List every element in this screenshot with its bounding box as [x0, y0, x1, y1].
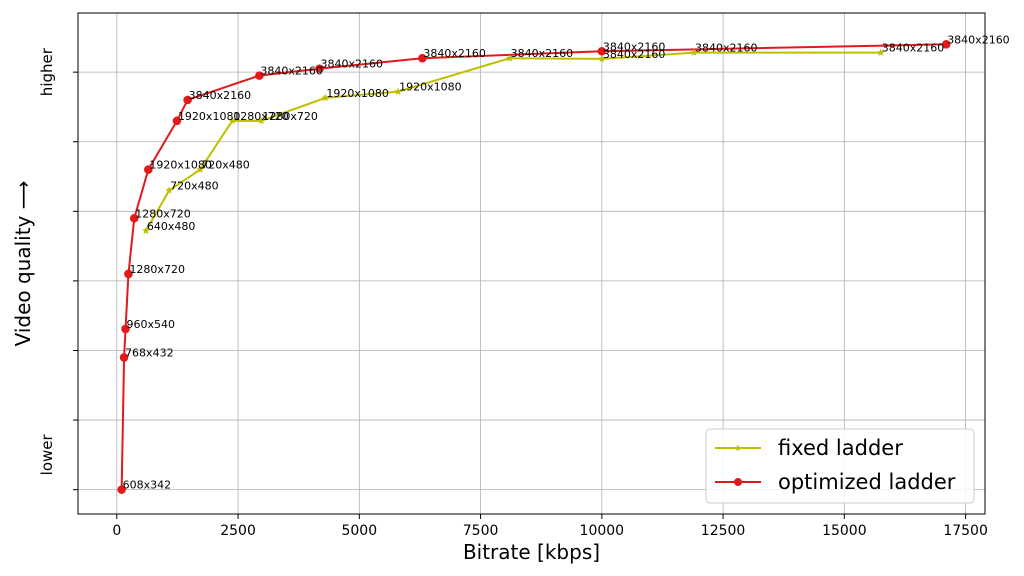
data-point: [144, 165, 153, 174]
data-point: [394, 87, 403, 95]
data-label: 3840x2160: [260, 65, 323, 78]
point-labels: 640x480720x480720x4801280x7201280x720192…: [123, 33, 1010, 491]
x-axis-label: Bitrate [kbps]: [463, 540, 600, 564]
data-label: 720x480: [201, 159, 250, 172]
grid-lines: [78, 13, 985, 514]
data-label: 3840x2160: [321, 58, 384, 71]
legend-label-optimized: optimized ladder: [778, 470, 956, 494]
data-point: [228, 116, 237, 125]
data-point: [597, 54, 606, 63]
data-point: [172, 116, 182, 126]
data-point: [129, 213, 139, 223]
y-axis-label: Video quality ⟶: [11, 181, 35, 347]
data-point: [124, 269, 133, 279]
data-label: 1280x720: [233, 110, 289, 123]
y-low-label: lower: [38, 434, 56, 476]
data-point: [321, 93, 330, 102]
data-point: [505, 54, 514, 62]
data-point: [690, 48, 698, 57]
plot-frame: [77, 12, 986, 515]
data-label: 1280x720: [129, 263, 185, 276]
data-point: [196, 165, 205, 173]
data-point: [418, 53, 427, 63]
x-tick-label: 12500: [701, 523, 746, 539]
data-point: [315, 64, 324, 73]
data-point: [183, 95, 192, 105]
x-tick-label: 15000: [822, 523, 867, 539]
y-high-label: higher: [38, 47, 56, 96]
legend-marker-fixed: [734, 444, 742, 451]
legend: fixed ladder optimized ladder: [705, 428, 975, 504]
data-label: 3840x2160: [189, 89, 252, 102]
legend-label-fixed: fixed ladder: [778, 436, 903, 460]
data-label: 3840x2160: [882, 42, 945, 55]
data-label: 3840x2160: [603, 48, 666, 61]
data-label: 608x342: [123, 479, 172, 492]
data-point: [165, 186, 174, 194]
data-label: 1920x1080: [149, 159, 212, 172]
data-label: 3840x2160: [423, 47, 486, 60]
x-tick-label: 10000: [580, 523, 625, 539]
data-point: [121, 324, 130, 334]
data-point: [117, 485, 126, 494]
data-point: [255, 71, 264, 80]
data-label: 1920x1080: [326, 87, 389, 100]
data-label: 640x480: [147, 220, 196, 233]
data-label: 3840x2160: [511, 47, 574, 60]
data-point: [141, 226, 150, 235]
x-tick-label: 17500: [943, 523, 988, 539]
data-point: [941, 40, 951, 49]
series-markers: [117, 40, 951, 494]
legend-box: [705, 428, 975, 504]
data-point: [257, 116, 266, 125]
data-point: [876, 48, 885, 57]
x-tick-label: 5000: [341, 523, 377, 539]
data-label: 3840x2160: [695, 42, 758, 55]
x-tick-label: 2500: [220, 523, 256, 539]
data-label: 1280x720: [262, 110, 318, 123]
data-point: [597, 46, 607, 56]
data-label: 1920x1080: [178, 110, 241, 123]
x-tick-label: 0: [112, 523, 121, 539]
axis-ticks: 0 2500 5000 7500 10000 12500 15000 17500: [73, 71, 988, 539]
x-tick-label: 7500: [463, 523, 499, 539]
data-label: 3840x2160: [603, 40, 666, 53]
data-label: 3840x2160: [947, 33, 1010, 46]
data-label: 768x432: [125, 346, 174, 359]
legend-marker-optimized: [734, 478, 742, 486]
data-label: 960x540: [127, 318, 176, 331]
data-label: 1920x1080: [399, 81, 462, 94]
data-point: [119, 353, 129, 362]
data-label: 1280x720: [135, 207, 191, 220]
data-label: 720x480: [170, 179, 219, 192]
